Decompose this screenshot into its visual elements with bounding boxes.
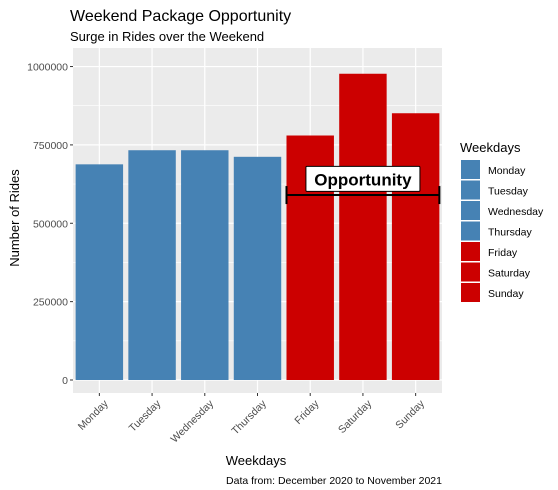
bars [75, 73, 440, 380]
x-axis: Monday Tuesday Wednesday Thursday Friday Satu… [76, 393, 427, 445]
y-axis-title: Number of Rides [7, 169, 22, 267]
x-axis-title: Weekdays [226, 453, 287, 468]
legend-key-monday [461, 160, 480, 179]
annotation-label-box [305, 165, 421, 192]
x-tick-label: Monday [76, 397, 111, 432]
legend-label: Sunday [488, 288, 524, 300]
y-tick-label: 250000 [33, 297, 68, 309]
x-tick-label: Tuesday [127, 397, 164, 434]
annotation-label: Opportunity [314, 170, 412, 189]
legend-key-sunday [461, 283, 480, 302]
bar-tuesday [128, 150, 176, 380]
legend-key-tuesday [461, 180, 480, 200]
legend-key-friday [461, 242, 480, 261]
y-tick-label: 1000000 [27, 62, 68, 74]
bar-thursday [233, 156, 282, 380]
x-tick-label: Saturday [336, 397, 375, 436]
legend-label: Wednesday [488, 206, 544, 218]
chart-caption: Data from: December 2020 to November 202… [226, 475, 442, 487]
x-tick-label: Thursday [229, 397, 269, 437]
legend-key-wednesday [461, 201, 480, 220]
y-tick-label: 750000 [33, 140, 68, 152]
bar-monday [75, 164, 124, 380]
x-tick-label: Wednesday [169, 397, 217, 445]
legend-label: Saturday [488, 268, 531, 280]
legend: Weekdays Monday Tuesday Wednesday Thursday F… [460, 140, 544, 302]
y-tick-label: 500000 [33, 218, 68, 230]
opportunity-annotation: Opportunity [285, 165, 441, 205]
x-tick-label: Sunday [393, 397, 427, 431]
legend-label: Tuesday [488, 186, 529, 198]
y-tick-label: 0 [62, 375, 68, 387]
legend-label: Thursday [488, 227, 533, 239]
legend-label: Friday [488, 247, 518, 259]
y-axis: 0 250000 500000 750000 1000000 [27, 62, 73, 387]
legend-key-thursday [461, 221, 480, 241]
chart-subtitle: Surge in Rides over the Weekend [70, 29, 264, 44]
legend-key-saturday [461, 262, 480, 282]
bar-wednesday [181, 150, 229, 380]
bar-saturday [339, 73, 387, 380]
chart-title: Weekend Package Opportunity [70, 8, 291, 25]
bar-sunday [391, 113, 440, 380]
legend-title: Weekdays [460, 140, 521, 155]
legend-label: Monday [488, 165, 526, 177]
x-tick-label: Friday [292, 397, 322, 427]
